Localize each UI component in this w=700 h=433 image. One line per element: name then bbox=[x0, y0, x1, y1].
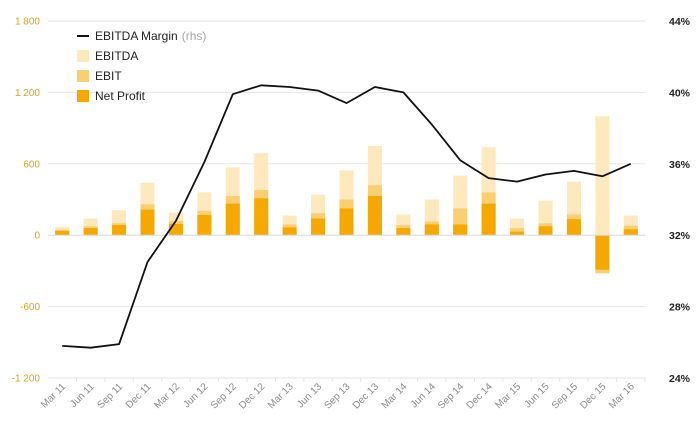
legend-label-text: EBITDA Margin bbox=[95, 29, 178, 43]
bar-net-profit bbox=[168, 223, 183, 236]
x-tick-label: Sep 11 bbox=[96, 381, 126, 411]
y-right-tick-label: 28% bbox=[669, 302, 691, 314]
x-tick-label: Dec 13 bbox=[351, 381, 381, 411]
x-tick-label: Mar 12 bbox=[152, 381, 182, 411]
y-right-tick-label: 40% bbox=[669, 87, 691, 99]
bar-net-profit bbox=[538, 226, 553, 236]
y-left-tick-label: 1 800 bbox=[15, 17, 40, 28]
x-tick-label: Jun 12 bbox=[181, 381, 210, 410]
y-left-tick-label: 1 200 bbox=[15, 88, 40, 99]
legend-label: EBITDA bbox=[95, 49, 138, 63]
bar-net-profit bbox=[595, 235, 610, 270]
x-tick-label: Mar 14 bbox=[380, 381, 410, 411]
x-tick-label: Sep 12 bbox=[209, 381, 239, 411]
y-right-tick-label: 44% bbox=[669, 16, 691, 28]
y-left-tick-label: 600 bbox=[23, 159, 40, 170]
x-tick-label: Jun 14 bbox=[409, 381, 438, 410]
bar-net-profit bbox=[510, 231, 525, 236]
bar-net-profit bbox=[140, 209, 155, 236]
bar-net-profit bbox=[83, 228, 98, 236]
bar-net-profit bbox=[197, 214, 212, 236]
x-tick-label: Sep 14 bbox=[436, 381, 466, 411]
x-tick-label: Dec 11 bbox=[124, 381, 154, 411]
bar-net-profit bbox=[623, 229, 638, 236]
bar-net-profit bbox=[311, 218, 326, 236]
bar-net-profit bbox=[225, 203, 240, 236]
legend-label: Net Profit bbox=[95, 89, 146, 103]
y-left-tick-label: 0 bbox=[34, 231, 40, 242]
bar-net-profit bbox=[396, 228, 411, 236]
x-tick-label: Sep 15 bbox=[550, 381, 580, 411]
bar-net-profit bbox=[254, 198, 269, 236]
x-tick-label: Mar 15 bbox=[493, 381, 523, 411]
x-tick-label: Jun 13 bbox=[295, 381, 324, 410]
bar-net-profit bbox=[453, 224, 468, 236]
bar-net-profit bbox=[282, 227, 297, 236]
x-tick-label: Mar 11 bbox=[39, 381, 69, 411]
bar-net-profit bbox=[112, 225, 127, 236]
y-right-tick-label: 36% bbox=[669, 159, 691, 171]
bar-net-profit bbox=[367, 195, 382, 236]
x-tick-label: Dec 12 bbox=[237, 381, 267, 411]
legend-label-text: EBIT bbox=[95, 69, 122, 83]
y-left-tick-label: -600 bbox=[20, 302, 40, 313]
y-right-tick-label: 32% bbox=[669, 230, 691, 242]
legend-swatch bbox=[77, 50, 89, 62]
x-tick-label: Mar 13 bbox=[266, 381, 296, 411]
legend-label: EBITDA Margin (rhs) bbox=[95, 29, 206, 43]
y-left-tick-label: -1 200 bbox=[12, 374, 41, 385]
legend-label-text: EBITDA bbox=[95, 49, 138, 63]
line-ebitda-margin bbox=[62, 84, 632, 349]
x-tick-label: Sep 13 bbox=[322, 381, 352, 411]
x-tick-label: Dec 14 bbox=[465, 381, 495, 411]
x-tick-label: Dec 15 bbox=[578, 381, 608, 411]
bar-net-profit bbox=[481, 203, 496, 236]
x-tick-label: Jun 15 bbox=[523, 381, 552, 410]
bar-net-profit bbox=[424, 224, 439, 236]
y-right-tick-label: 24% bbox=[669, 373, 691, 385]
bar-net-profit bbox=[55, 231, 70, 236]
x-tick-label: Jun 11 bbox=[68, 381, 97, 410]
bar-net-profit bbox=[339, 208, 354, 236]
legend-swatch bbox=[77, 90, 89, 102]
legend-label-text: Net Profit bbox=[95, 89, 146, 103]
x-tick-label: Mar 16 bbox=[607, 381, 637, 411]
legend-label: EBIT bbox=[95, 69, 122, 83]
legend-swatch bbox=[77, 70, 89, 82]
bar-net-profit bbox=[566, 219, 581, 236]
legend-note: (rhs) bbox=[182, 29, 207, 43]
